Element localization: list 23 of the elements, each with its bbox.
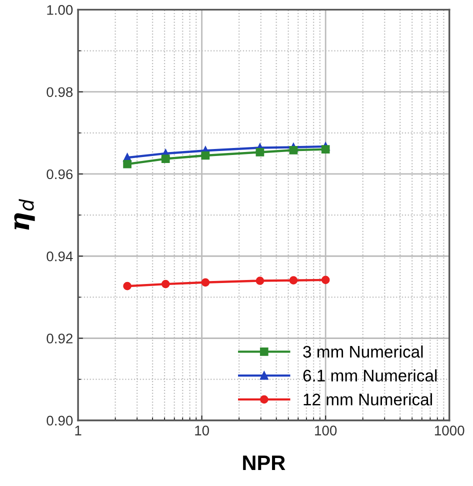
- x-tick-label: 1: [75, 426, 82, 436]
- point: [161, 154, 170, 163]
- x-tick-label: 100: [315, 426, 337, 436]
- point: [201, 151, 210, 160]
- y-axis-title: η$_{d}$: [14, 198, 35, 230]
- point: [123, 282, 132, 290]
- legend-label: 3 mm Numerical: [303, 345, 423, 358]
- point: [321, 276, 330, 284]
- point: [321, 145, 330, 154]
- y-tick-label: 0.96: [46, 169, 73, 180]
- legend-label: 6.1 mm Numerical: [303, 369, 437, 382]
- y-tick-label: 0.92: [46, 334, 72, 344]
- y-tick-label: 1.00: [47, 5, 73, 15]
- x-tick-label: 1000: [434, 426, 464, 436]
- point: [123, 160, 132, 168]
- legend-label: 12 mm Numerical: [304, 393, 432, 406]
- y-tick-label: 0.94: [46, 251, 73, 262]
- x-tick-label: 10: [195, 426, 209, 436]
- y-tick-label: 0.90: [46, 416, 73, 426]
- x-axis-title: NPR: [243, 456, 286, 470]
- point: [201, 278, 210, 287]
- point: [161, 280, 170, 288]
- y-tick-label: 0.98: [46, 87, 73, 98]
